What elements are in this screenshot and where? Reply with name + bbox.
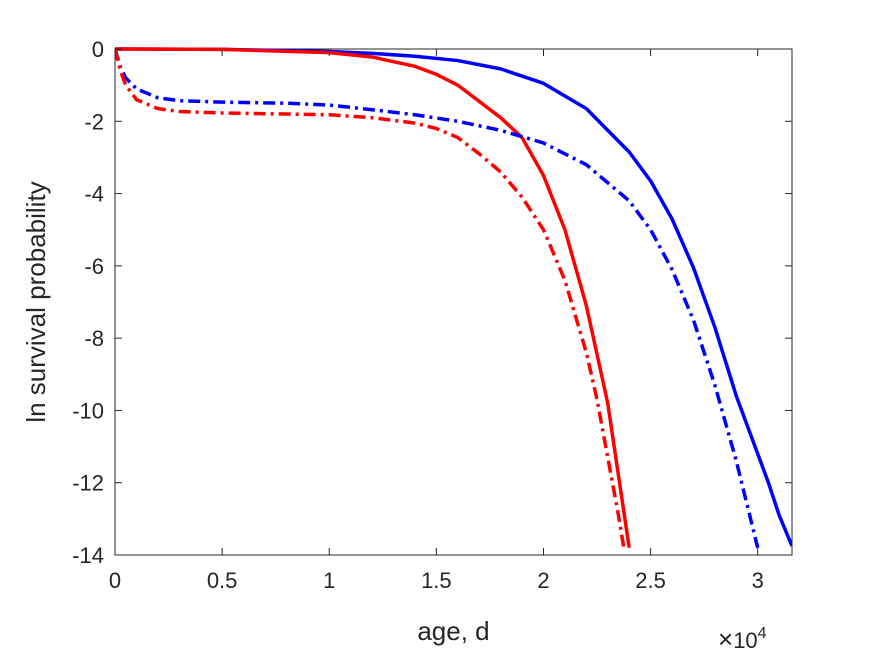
labels-layer: age, d ln survival probability ×104 (21, 181, 767, 654)
y-tick-label: -4 (84, 182, 104, 207)
axes-box (114, 48, 793, 556)
y-tick-label: -2 (84, 109, 104, 134)
x-axis-label: age, d (417, 616, 489, 646)
x-tick-label: 1 (323, 568, 335, 593)
multiplier-base: 10 (733, 628, 757, 653)
y-tick-label: -14 (72, 543, 104, 568)
multiplier-symbol: × (718, 624, 733, 654)
y-tick-label: -12 (72, 471, 104, 496)
series-line-4 (115, 48, 626, 549)
ticks-layer: 0 0.5 1 1.5 2 2.5 3 0 -2 -4 -6 -8 -10 -12 -14 (72, 37, 792, 593)
x-tick-label: 2.5 (635, 568, 666, 593)
y-tick-label: -10 (72, 398, 104, 423)
x-tick-label: 3 (752, 568, 764, 593)
plot-area: 0 0.5 1 1.5 2 2.5 3 0 -2 -4 -6 -8 -10 -12 -14 (72, 37, 793, 593)
series-line-3 (115, 48, 760, 549)
y-tick-label: -8 (84, 326, 104, 351)
series-line-1 (115, 47, 792, 547)
x-tick-label: 1.5 (421, 568, 452, 593)
y-tick-label: 0 (92, 37, 104, 62)
x-tick-label: 2 (537, 568, 549, 593)
multiplier-exponent: 4 (758, 625, 767, 642)
y-tick-label: -6 (84, 254, 104, 279)
y-axis-label: ln survival probability (21, 181, 51, 422)
series-layer (115, 47, 792, 549)
x-tick-label: 0.5 (207, 568, 238, 593)
x-axis-multiplier: ×104 (718, 624, 767, 654)
x-tick-label: 0 (109, 568, 121, 593)
series-line-2 (115, 47, 631, 549)
